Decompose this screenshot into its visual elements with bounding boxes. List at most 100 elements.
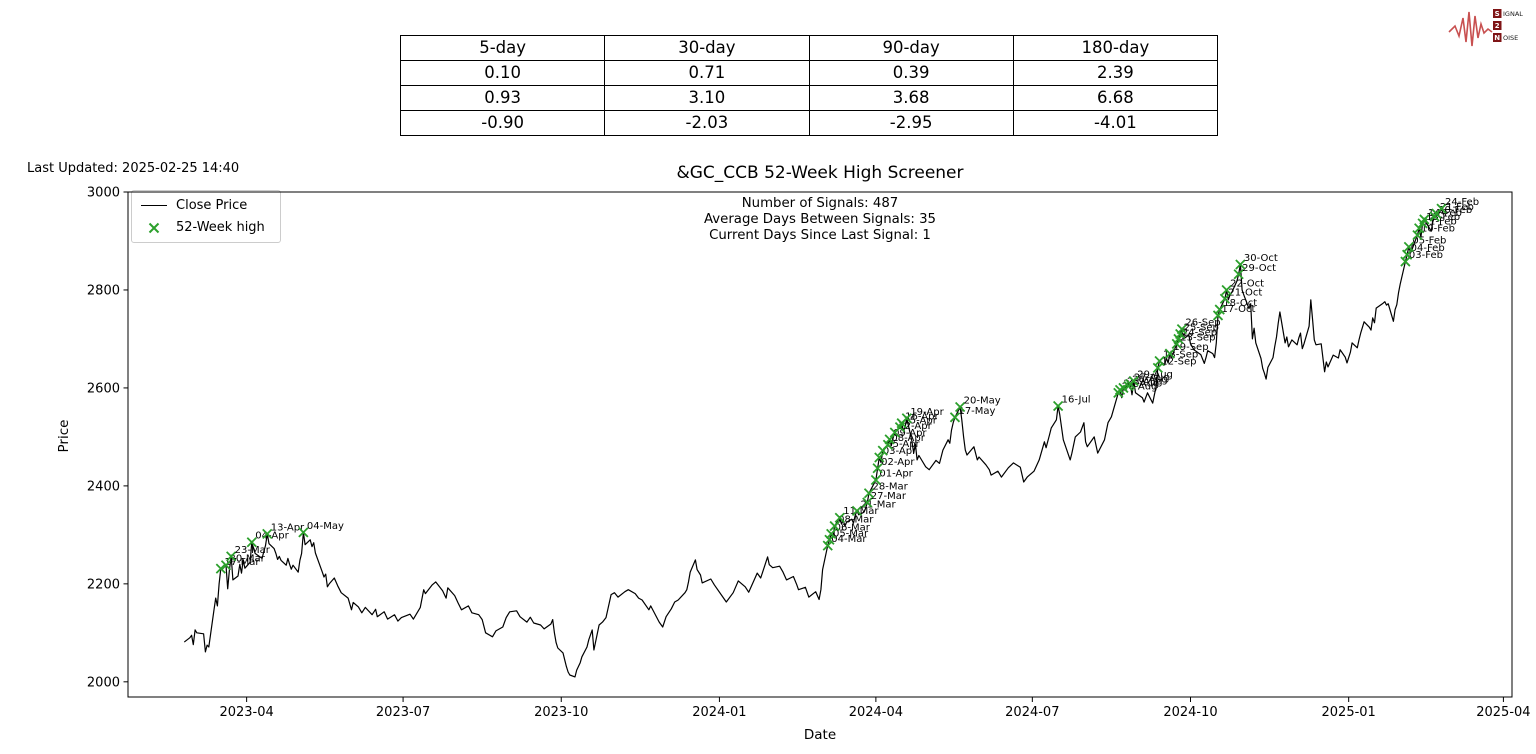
table-header-row: 5-day 30-day 90-day 180-day xyxy=(399,35,1219,61)
y-tick-label: 2600 xyxy=(87,381,120,396)
signal-label: 28-Mar xyxy=(872,482,908,493)
signal-label: 24-Sep xyxy=(1182,327,1217,338)
signal-label: 10-Feb xyxy=(1421,224,1455,235)
signal-marker xyxy=(874,452,885,463)
signal-count-text: Number of Signals: 487 xyxy=(741,196,899,211)
signal-label: 11-Feb xyxy=(1423,217,1457,228)
table-cell: 0.10 xyxy=(399,60,606,86)
signal-label: 26-Sep xyxy=(1185,318,1220,329)
signal-marker xyxy=(1052,400,1064,412)
legend-label-52-week-high: 52-Week high xyxy=(176,220,265,235)
table-cell: 3.10 xyxy=(604,85,810,111)
logo-text: S IGNAL 2 N OISE xyxy=(1493,9,1523,42)
signal-label: 04-Apr xyxy=(255,531,289,542)
signal-label: 23-Sep xyxy=(1180,332,1215,343)
signal-label: 08-Mar xyxy=(838,515,874,526)
signal-label: 21-Aug xyxy=(1124,378,1160,389)
signal-label: 04-May xyxy=(307,521,344,532)
signal-label: 21-Oct xyxy=(1228,287,1262,298)
signal-marker xyxy=(851,505,863,517)
x-tick-label: 2024-01 xyxy=(692,705,746,720)
signal-marker xyxy=(1436,203,1447,214)
signal-label: 16-Apr xyxy=(905,412,939,423)
signal-label: 27-Aug xyxy=(1134,373,1170,384)
y-tick-label: 2000 xyxy=(87,675,120,690)
avg-days-text: Average Days Between Signals: 35 xyxy=(703,212,937,227)
signal-marker xyxy=(949,412,961,423)
signal-label: 01-Apr xyxy=(879,469,913,480)
signal-marker xyxy=(1214,304,1225,315)
signal-label: 03-Feb xyxy=(1409,250,1443,261)
legend: Close Price 52-Week high xyxy=(131,190,281,243)
table-row: -0.90 -2.03 -2.95 -4.01 xyxy=(399,110,1219,136)
signal-label: 17-May xyxy=(958,406,995,417)
signal-label: 27-Mar xyxy=(871,491,907,502)
x-marker-icon xyxy=(148,222,160,233)
signal-marker xyxy=(826,528,837,540)
signal-label: 02-Apr xyxy=(881,457,915,468)
signal-label: 17-Mar xyxy=(224,557,260,568)
svg-text:IGNAL: IGNAL xyxy=(1503,10,1523,18)
signal-label: 17-Oct xyxy=(1222,304,1256,315)
signal-marker xyxy=(1233,269,1244,280)
chart-title: &GC_CCB 52-Week High Screener xyxy=(676,163,964,183)
signal-label: 21-Mar xyxy=(860,499,896,510)
signal-label: 20-Feb xyxy=(1438,205,1472,216)
signal-label: 20-Mar xyxy=(229,554,265,565)
signal-label: 05-Feb xyxy=(1412,235,1446,246)
signal-marker xyxy=(1154,355,1165,367)
signal-marker xyxy=(1176,324,1188,335)
signal-label: 24-Feb xyxy=(1445,197,1479,208)
x-axis-title: Date xyxy=(803,727,837,743)
signal-marker xyxy=(954,401,966,413)
y-tick-label: 2200 xyxy=(87,577,120,592)
signal-label: 14-Feb xyxy=(1428,208,1462,219)
signal-marker xyxy=(1212,310,1224,321)
signal-label: 26-Aug xyxy=(1132,374,1168,385)
signal-label: 03-Apr xyxy=(883,446,917,457)
signal-marker xyxy=(215,563,226,574)
table-cell: 0.93 xyxy=(399,85,606,111)
signal-marker xyxy=(872,463,883,474)
x-tick-label: 2025-04 xyxy=(1476,705,1530,720)
signal-marker xyxy=(884,434,895,445)
table-header-cell: 180-day xyxy=(1012,35,1219,61)
signal-label: 06-Mar xyxy=(835,522,871,533)
x-tick-label: 2025-01 xyxy=(1322,705,1376,720)
signal-label: 04-Feb xyxy=(1411,243,1445,254)
signal-label: 23-Mar xyxy=(235,545,271,556)
signal-marker xyxy=(870,474,882,486)
x-tick-label: 2023-07 xyxy=(376,705,430,720)
signal-marker xyxy=(822,540,833,551)
signal-marker xyxy=(1221,284,1232,296)
table-cell: 2.39 xyxy=(1012,60,1219,86)
y-tick-label: 3000 xyxy=(87,186,120,201)
table-header-cell: 5-day xyxy=(399,35,606,61)
signal-label: 29-Oct xyxy=(1242,263,1276,274)
table-row: 0.93 3.10 3.68 6.68 xyxy=(399,85,1219,111)
signal-label: 09-Apr xyxy=(893,428,927,439)
signal-label: 08-Apr xyxy=(891,433,925,444)
x-tick-label: 2024-10 xyxy=(1163,705,1217,720)
signal-marker xyxy=(220,560,232,571)
signal-marker xyxy=(1164,348,1176,359)
signal-label: 18-Oct xyxy=(1223,298,1257,309)
table-row: 0.10 0.71 0.39 2.39 xyxy=(399,60,1219,86)
table-cell: -4.01 xyxy=(1012,110,1219,136)
x-tick-label: 2023-10 xyxy=(534,705,588,720)
signal-label: 04-Mar xyxy=(831,534,867,545)
signal-marker xyxy=(1235,259,1246,270)
signal-marker xyxy=(262,528,273,540)
y-tick-label: 2400 xyxy=(87,479,120,494)
x-tick-label: 2024-04 xyxy=(849,705,903,720)
signal-marker xyxy=(863,488,875,499)
pulse-waveform-icon xyxy=(1448,11,1493,47)
signal-marker xyxy=(1414,223,1425,234)
table-cell: -2.95 xyxy=(808,110,1014,136)
signal-marker xyxy=(1401,249,1413,260)
signal-marker xyxy=(1219,293,1231,304)
signal2noise-logo: S IGNAL 2 N OISE xyxy=(1448,9,1523,47)
signal-marker xyxy=(824,534,835,545)
signal-label: 05-Mar xyxy=(833,528,869,539)
